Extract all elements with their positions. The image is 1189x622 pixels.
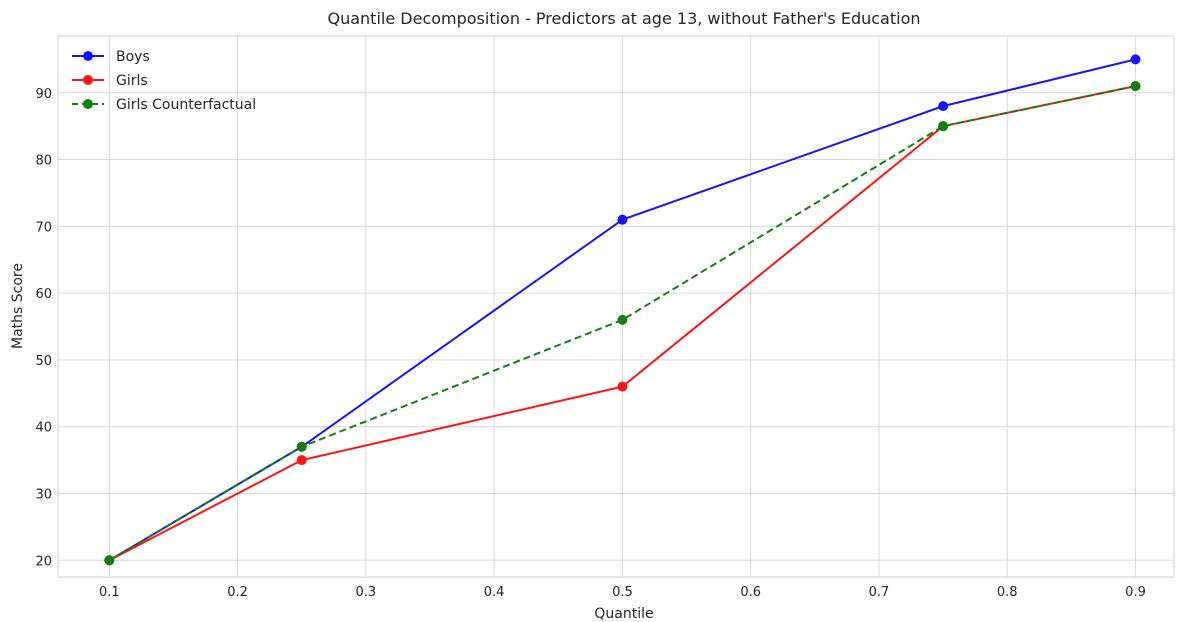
data-point-girls-counterfactual (296, 441, 307, 452)
y-axis-ticks: 20 30 40 50 60 70 80 90 (35, 87, 52, 570)
x-tick-label: 0.1 (99, 585, 120, 600)
x-axis-label: Quantile (594, 606, 653, 622)
data-point-girls-counterfactual (617, 314, 628, 325)
legend-item-girls-counterfactual: Girls Counterfactual (72, 97, 256, 113)
x-tick-label: 0.2 (227, 585, 248, 600)
data-point-boys (1130, 54, 1141, 65)
y-tick-label: 30 (35, 488, 52, 503)
data-point-girls (617, 381, 628, 392)
chart-title: Quantile Decomposition - Predictors at a… (328, 9, 921, 28)
y-axis-label: Maths Score (10, 263, 26, 349)
y-tick-label: 40 (35, 421, 52, 436)
y-tick-label: 70 (35, 220, 52, 235)
series-line-girls-counterfactual (108, 85, 1136, 562)
x-tick-label: 0.6 (740, 585, 761, 600)
x-axis-ticks: 0.1 0.2 0.3 0.4 0.5 0.6 0.7 0.8 0.9 (99, 585, 1146, 600)
data-point-girls-counterfactual (938, 121, 949, 132)
data-point-girls-counterfactual (104, 555, 115, 566)
plot-frame (57, 35, 1175, 578)
x-tick-label: 0.3 (356, 585, 377, 600)
y-tick-label: 20 (35, 554, 52, 569)
legend-marker-girls (83, 75, 93, 85)
data-point-girls-counterfactual (1130, 81, 1141, 92)
x-tick-label: 0.9 (1125, 585, 1146, 600)
legend-label-boys: Boys (116, 49, 150, 65)
data-point-girls (296, 455, 307, 466)
y-tick-label: 60 (35, 287, 52, 302)
series-layer (104, 54, 1141, 566)
grid (58, 36, 1174, 577)
x-tick-label: 0.5 (612, 585, 633, 600)
y-tick-label: 90 (35, 87, 52, 102)
legend: Boys Girls Girls Counterfactual (72, 49, 256, 113)
legend-item-boys: Boys (72, 49, 150, 65)
x-tick-label: 0.7 (869, 585, 890, 600)
legend-label-girls: Girls (116, 73, 148, 89)
x-tick-label: 0.4 (484, 585, 505, 600)
series-girls-counterfactual (104, 81, 1141, 566)
x-tick-label: 0.8 (997, 585, 1018, 600)
data-point-boys (938, 101, 949, 112)
legend-marker-girls-counterfactual (83, 99, 93, 109)
y-tick-label: 50 (35, 354, 52, 369)
legend-marker-boys (83, 51, 93, 61)
legend-item-girls: Girls (72, 73, 148, 89)
legend-label-girls-counterfactual: Girls Counterfactual (116, 97, 256, 113)
y-tick-label: 80 (35, 154, 52, 169)
data-point-boys (617, 214, 628, 225)
